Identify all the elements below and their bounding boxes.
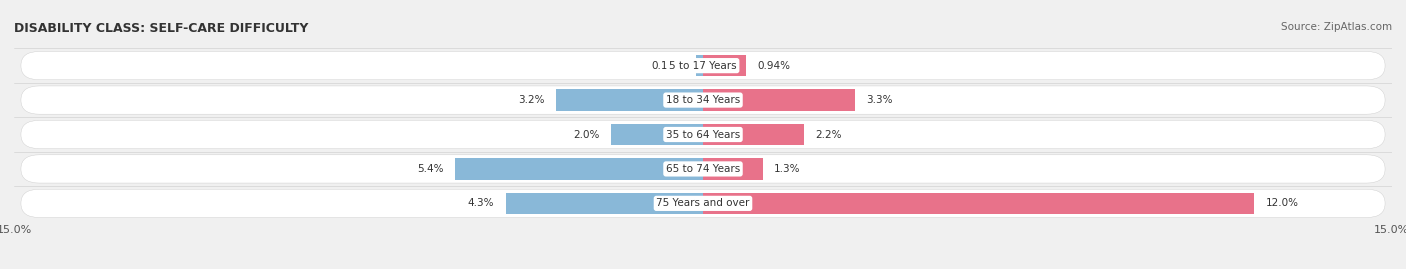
FancyBboxPatch shape	[21, 121, 1385, 148]
Text: 1.3%: 1.3%	[775, 164, 800, 174]
Bar	[612, 124, 703, 145]
Bar	[703, 124, 804, 145]
Bar	[506, 193, 703, 214]
Text: 0.94%: 0.94%	[758, 61, 790, 71]
Text: 5 to 17 Years: 5 to 17 Years	[669, 61, 737, 71]
Text: 0.16%: 0.16%	[651, 61, 685, 71]
Text: 12.0%: 12.0%	[1265, 198, 1299, 208]
Bar	[555, 89, 703, 111]
Bar	[703, 193, 1254, 214]
Text: Source: ZipAtlas.com: Source: ZipAtlas.com	[1281, 22, 1392, 31]
Text: 75 Years and over: 75 Years and over	[657, 198, 749, 208]
FancyBboxPatch shape	[21, 52, 1385, 80]
Text: 3.3%: 3.3%	[866, 95, 893, 105]
Text: 2.0%: 2.0%	[574, 129, 599, 140]
Text: 5.4%: 5.4%	[418, 164, 443, 174]
Text: 2.2%: 2.2%	[815, 129, 842, 140]
Bar	[696, 55, 703, 76]
FancyBboxPatch shape	[21, 86, 1385, 114]
Bar	[703, 55, 747, 76]
Text: 3.2%: 3.2%	[517, 95, 544, 105]
Text: 18 to 34 Years: 18 to 34 Years	[666, 95, 740, 105]
Text: 65 to 74 Years: 65 to 74 Years	[666, 164, 740, 174]
Text: 4.3%: 4.3%	[468, 198, 494, 208]
FancyBboxPatch shape	[21, 189, 1385, 217]
FancyBboxPatch shape	[21, 155, 1385, 183]
Bar	[703, 158, 762, 180]
Text: DISABILITY CLASS: SELF-CARE DIFFICULTY: DISABILITY CLASS: SELF-CARE DIFFICULTY	[14, 22, 308, 34]
Bar	[703, 89, 855, 111]
Text: 35 to 64 Years: 35 to 64 Years	[666, 129, 740, 140]
Bar	[456, 158, 703, 180]
